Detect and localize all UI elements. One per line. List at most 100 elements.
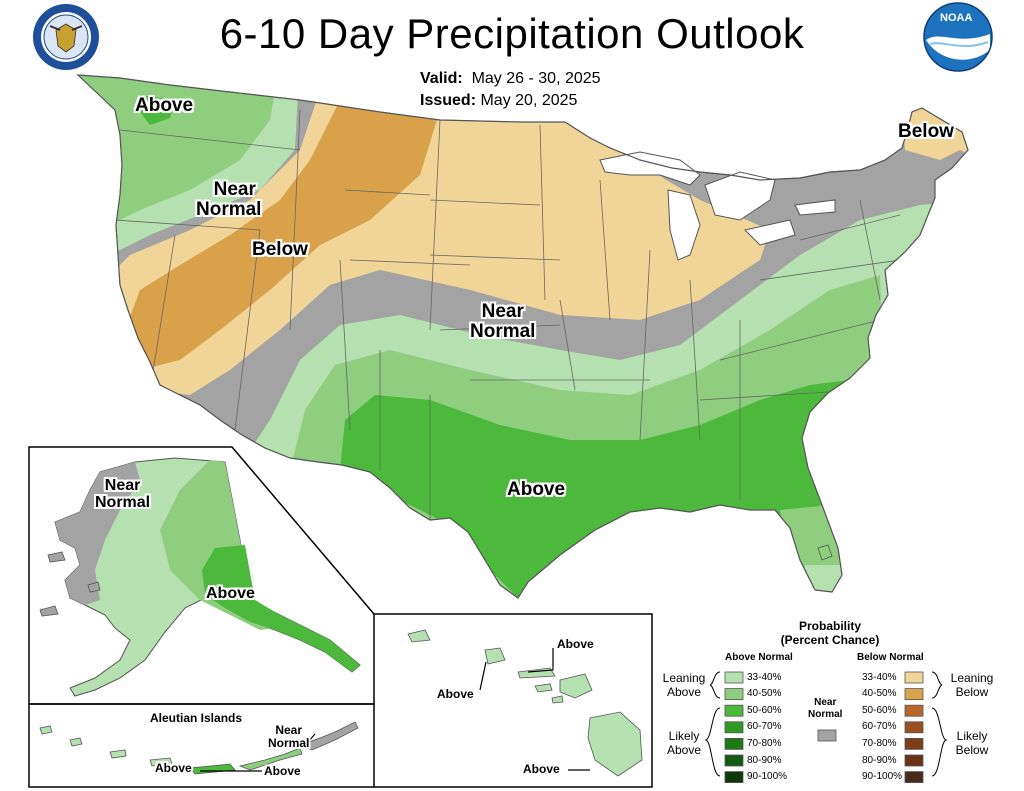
label-ak-near-1: Near	[104, 477, 141, 494]
hawaii-region	[407, 629, 643, 777]
label-hawaii-above-top: Above	[557, 637, 594, 651]
legend-above-swatch-1	[724, 688, 744, 700]
legend-above-bin-label-6: 90-100%	[747, 771, 788, 783]
label-aleutian-near-2: Normal	[268, 735, 310, 750]
legend-above-bin-label-5: 80-90%	[747, 754, 782, 766]
legend-likely-above: Likely Above	[660, 729, 708, 758]
issued-date: Issued: May 20, 2025	[420, 92, 577, 110]
legend-likely-below-1: Likely	[956, 729, 988, 743]
aleutian-pointers	[200, 733, 316, 772]
label-aleutian-above-right: Above	[264, 764, 301, 778]
legend-below-swatch-3	[904, 721, 924, 734]
label-ak-near-2: Normal	[95, 493, 151, 511]
legend-above-swatch-4	[724, 738, 744, 750]
legend-below-swatch-6	[904, 771, 924, 783]
label-near-normal-nw: Near Normal	[196, 179, 261, 220]
conus-outline	[76, 74, 969, 599]
legend-above-bin-label-3: 60-70%	[747, 721, 782, 733]
hawaii-pointers	[479, 648, 590, 771]
legend-leaning-above: Leaning Above	[660, 671, 708, 700]
label-above-nw: Above	[135, 95, 194, 116]
legend-below-swatch-1	[904, 688, 924, 700]
legend-above-swatch-6	[724, 771, 744, 783]
zone-below-40-west	[125, 100, 440, 370]
label-near-central-1: Near	[481, 301, 524, 322]
label-hawaii-above-bottom: Above	[523, 762, 560, 776]
lake-okeechobee	[817, 544, 833, 561]
legend-above-swatch-0	[724, 671, 744, 684]
legend-above-swatches	[724, 671, 744, 783]
state-borders	[114, 109, 901, 520]
legend-below-bin-label-2: 50-60%	[862, 704, 897, 716]
legend-below-bin-label-4: 70-80%	[862, 737, 897, 749]
aleutian-region	[39, 721, 359, 775]
commerce-seal-icon	[33, 4, 99, 70]
legend-near-normal: Near Normal	[808, 697, 842, 720]
legend-title-1: Probability	[798, 619, 861, 633]
legend-near-1: Near	[814, 697, 837, 708]
label-aleutian-near-normal: Near Normal	[268, 724, 309, 749]
label-ak-near-normal: Near Normal	[95, 477, 151, 512]
label-below-west: Below	[252, 239, 308, 260]
legend-leaning-above-2: Above	[666, 684, 702, 699]
legend-above-bin-label-2: 50-60%	[747, 704, 782, 716]
zone-near-central	[190, 150, 968, 450]
legend-near-2: Normal	[808, 708, 843, 720]
label-hawaii-above-left: Above	[437, 687, 474, 701]
issued-value: May 20, 2025	[480, 92, 578, 109]
great-lakes	[599, 151, 836, 261]
legend-brace-leaning-above	[709, 671, 721, 699]
label-near-central-2: Normal	[470, 320, 536, 342]
alaska-frame	[28, 446, 375, 705]
legend-below-header: Below Normal	[857, 652, 924, 663]
legend-leaning-below-2: Below	[955, 684, 989, 699]
legend-near-normal-swatch	[817, 729, 837, 742]
legend-below-bin-label-1: 40-50%	[862, 688, 897, 700]
legend-above-bin-label-4: 70-80%	[747, 737, 782, 749]
zone-above-50-nw	[140, 95, 175, 125]
conus-region	[76, 74, 969, 599]
legend-below-bin-label-6: 90-100%	[862, 771, 903, 783]
legend-below-swatch-5	[904, 754, 924, 767]
legend-leaning-below: Leaning Below	[946, 671, 998, 700]
legend-below-swatch-4	[904, 738, 924, 750]
legend-above-swatch-2	[724, 704, 744, 717]
legend-likely-above-2: Above	[666, 742, 702, 757]
legend-likely-above-1: Likely	[668, 729, 700, 743]
legend-above-bin-label-1: 40-50%	[747, 688, 782, 700]
legend-below-swatches	[904, 671, 924, 783]
alaska-above-50	[202, 545, 360, 672]
alaska-grey	[55, 462, 140, 605]
legend-above-bin-label-0: 33-40%	[747, 671, 782, 683]
legend-title: Probability (Percent Chance)	[760, 619, 900, 647]
legend-below-bin-label-0: 33-40%	[862, 671, 897, 683]
legend-graphics	[704, 671, 948, 783]
legend-brace-leaning-below	[931, 671, 943, 699]
label-near-normal-central: Near Normal	[470, 302, 535, 342]
legend-likely-below: Likely Below	[946, 729, 998, 758]
legend-above-header: Above Normal	[725, 652, 793, 663]
aleutian-title: Aleutian Islands	[150, 711, 243, 725]
alaska-above-40	[160, 460, 300, 630]
valid-value: May 26 - 30, 2025	[471, 70, 601, 87]
legend-below-swatch-0	[904, 671, 924, 684]
page-title: 6-10 Day Precipitation Outlook	[219, 10, 805, 57]
issued-label: Issued:	[420, 92, 477, 109]
legend-brace-likely-above	[704, 707, 721, 777]
alaska-islands	[39, 551, 101, 617]
legend-likely-below-2: Below	[955, 742, 989, 757]
legend-above-swatch-5	[724, 754, 744, 767]
legend-below-swatch-2	[904, 704, 924, 717]
alaska-region	[39, 457, 361, 697]
legend-below-bin-label-3: 60-70%	[862, 721, 897, 733]
legend-brace-likely-below	[931, 707, 948, 777]
valid-label: Valid:	[420, 70, 463, 87]
label-below-ne: Below	[898, 121, 954, 142]
label-near-nw-1: Near	[213, 179, 256, 200]
label-aleutian-above-left: Above	[155, 761, 192, 775]
legend-leaning-above-1: Leaning	[662, 671, 706, 685]
label-near-nw-2: Normal	[196, 198, 262, 220]
legend-title-2: (Percent Chance)	[780, 633, 880, 647]
